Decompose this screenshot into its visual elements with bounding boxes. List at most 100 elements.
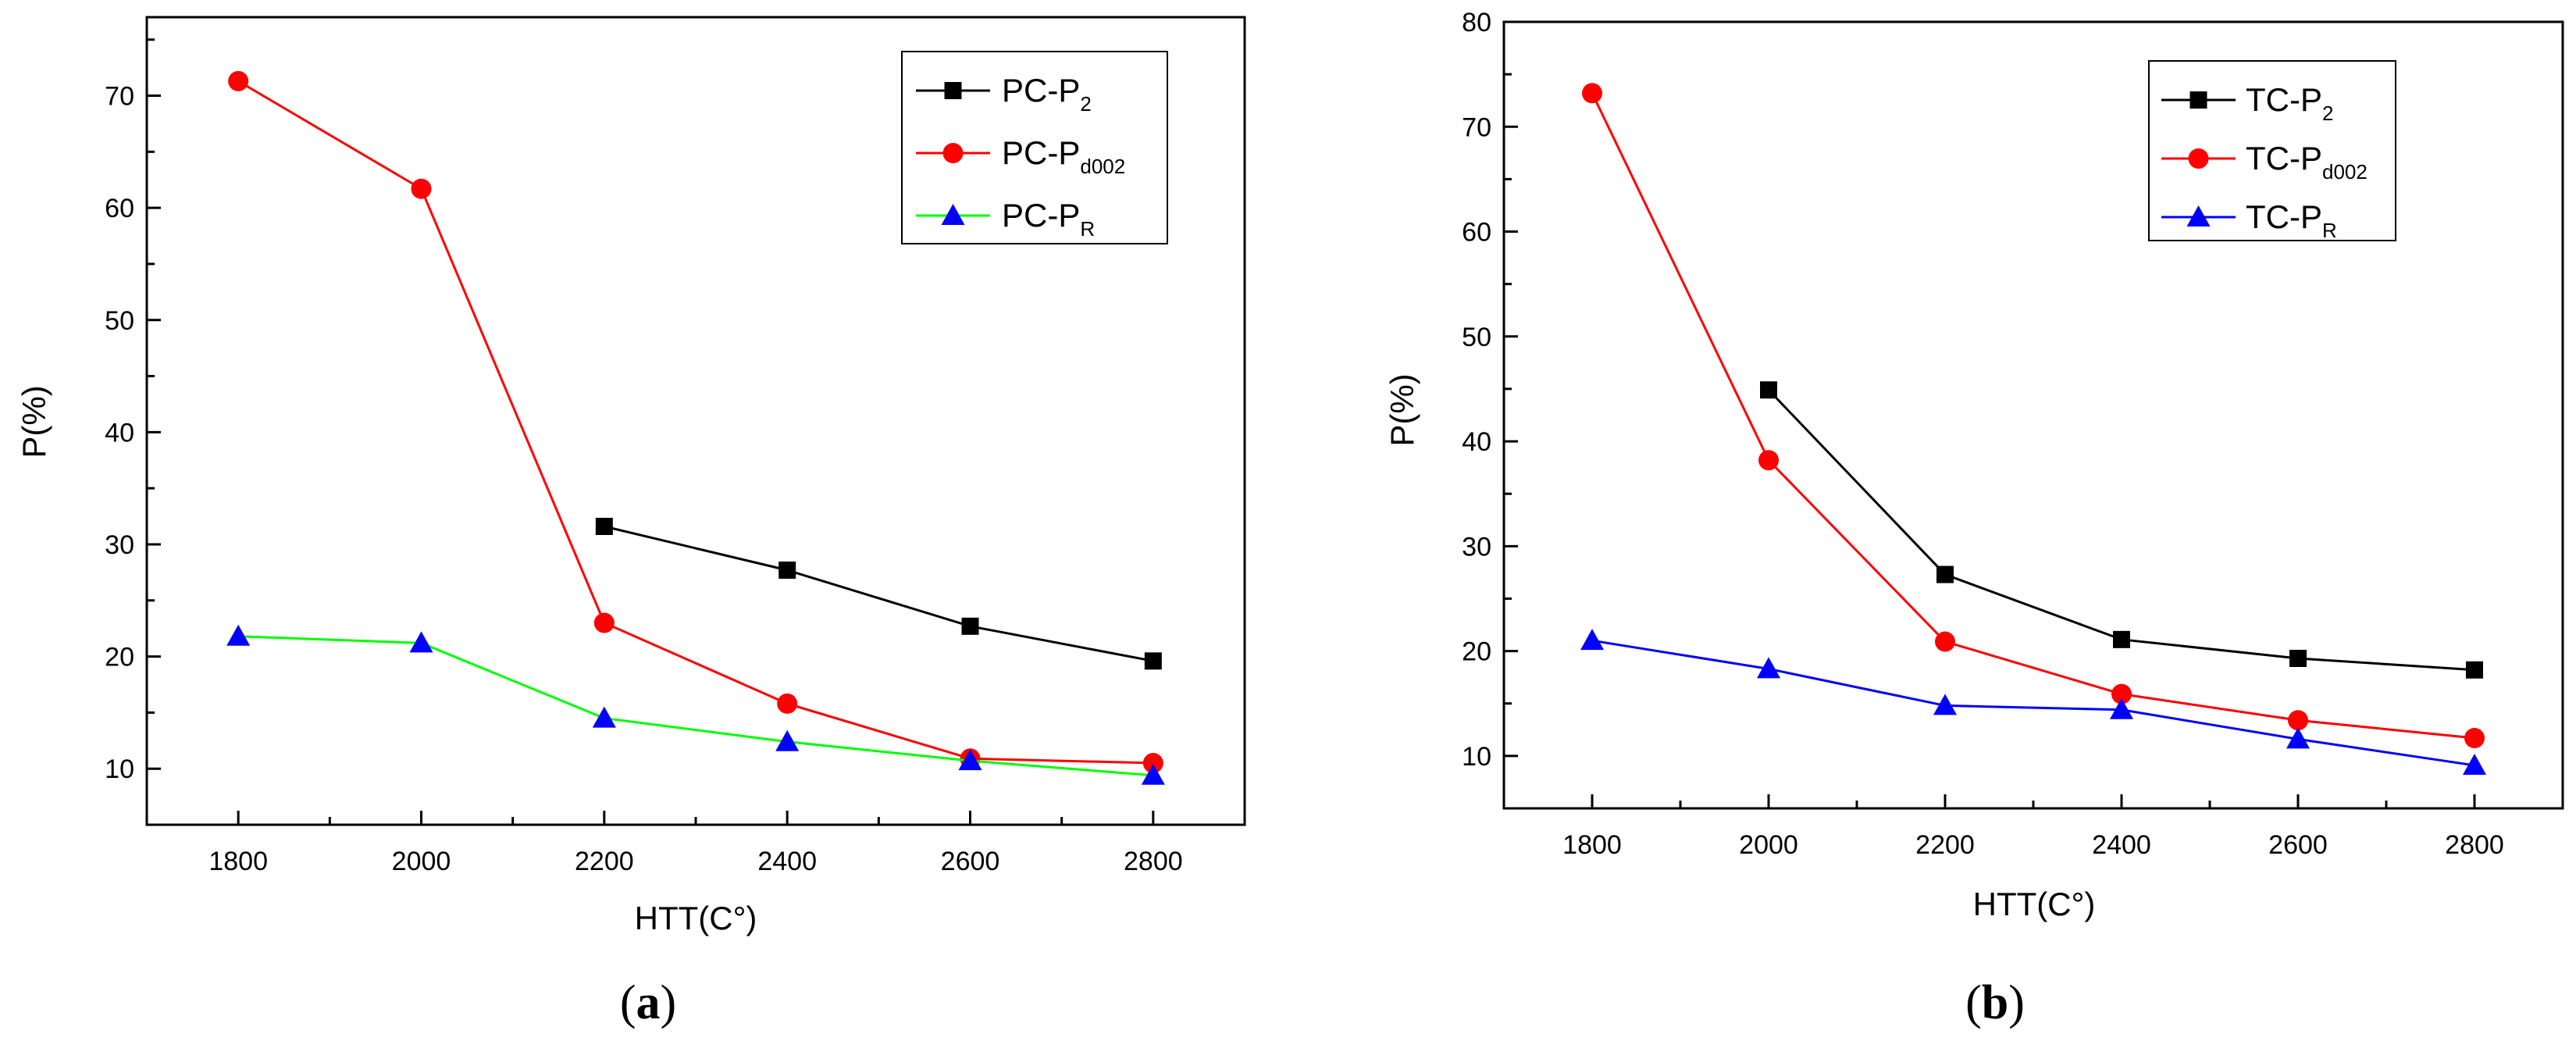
data-point	[2113, 630, 2130, 648]
legend: TC-P2 TC-Pd002 TC-PR	[2148, 60, 2396, 242]
data-point	[592, 706, 616, 728]
y-tick-label: 40	[1462, 427, 1491, 457]
series-line	[237, 80, 1153, 765]
data-point	[775, 729, 800, 751]
legend-label: PC-Pd002	[1002, 134, 1125, 178]
panel-label-letter: b	[1982, 976, 2008, 1029]
series-layer	[1580, 83, 2486, 775]
y-axis-title: P(%)	[16, 385, 52, 458]
data-point	[2466, 661, 2483, 679]
data-point	[2111, 683, 2132, 704]
y-tick-label: 10	[105, 754, 134, 784]
data-point	[1936, 565, 1954, 583]
data-point	[1582, 83, 1602, 104]
legend-entry: TC-P2	[2161, 81, 2333, 125]
legend-label: TC-PR	[2246, 198, 2337, 242]
chart-panel-b: 1800 2000 2200 2400 2600 2800 10 20 30 40 50 60 70 80…	[1384, 8, 2564, 1029]
chart-panel-a: 1800 2000 2200 2400 2600 2800 10 20 30 40 50 60 70 P…	[16, 16, 1246, 1029]
axes: 1800 2000 2200 2400 2600 2800 10 20 30 40 50 60 70 80	[1462, 8, 2564, 860]
data-point	[1933, 694, 1957, 715]
legend-marker	[2189, 91, 2207, 109]
series-TC-PR	[1580, 629, 2486, 775]
data-point	[1580, 629, 1604, 651]
data-point	[1144, 652, 1162, 670]
series-line	[604, 525, 1154, 662]
y-tick-label: 30	[105, 530, 134, 560]
data-point	[2464, 728, 2485, 749]
panel-label: (a)	[620, 976, 676, 1029]
legend-label: TC-Pd002	[2246, 140, 2368, 184]
legend-entry: TC-Pd002	[2161, 140, 2368, 184]
data-point	[1760, 381, 1777, 399]
y-axis-title: P(%)	[1384, 373, 1420, 446]
x-tick-label: 2800	[1124, 847, 1183, 876]
data-point	[1141, 763, 1165, 785]
y-tick-label: 10	[1462, 742, 1491, 772]
x-tick-label: 2400	[2092, 830, 2151, 860]
data-point	[226, 624, 251, 646]
legend-marker	[2186, 205, 2211, 226]
y-tick-label: 60	[1462, 218, 1491, 248]
legend-marker	[2188, 148, 2209, 169]
series-PC-PR	[226, 624, 1165, 785]
data-point	[2289, 649, 2307, 667]
data-point	[595, 517, 613, 535]
series-PC-P2	[595, 517, 1162, 670]
y-tick-label: 40	[105, 418, 134, 448]
x-tick-label: 1800	[1562, 830, 1622, 860]
x-axis-title: HTT(C°)	[635, 900, 757, 936]
y-tick-label: 20	[105, 643, 134, 672]
x-tick-label: 2600	[2268, 830, 2328, 860]
data-point	[1757, 657, 1780, 679]
data-point	[411, 178, 432, 199]
data-point	[409, 631, 433, 653]
legend-label: PC-PR	[1002, 197, 1095, 241]
panel-label: (b)	[1965, 976, 2025, 1029]
series-layer	[226, 70, 1165, 785]
plot-frame	[1502, 20, 2564, 810]
data-point	[1142, 753, 1163, 774]
series-line	[238, 635, 1153, 777]
legend-marker	[944, 82, 962, 99]
x-tick-label: 2000	[392, 847, 451, 876]
x-axis-title: HTT(C°)	[1973, 886, 2096, 922]
series-TC-P2	[1760, 381, 2483, 679]
data-point	[1935, 631, 1955, 652]
axes: 1800 2000 2200 2400 2600 2800 10 20 30 40 50 60 70	[105, 38, 1246, 876]
y-tick-label: 30	[1462, 532, 1491, 562]
data-point	[2286, 727, 2310, 749]
legend-label: PC-P2	[1002, 72, 1092, 116]
y-tick-label: 70	[1462, 112, 1491, 142]
series-line	[1767, 389, 2475, 672]
data-point	[228, 70, 249, 91]
legend-marker	[941, 204, 965, 225]
panel-label-letter: a	[636, 976, 661, 1029]
x-tick-label: 2200	[1915, 830, 1975, 860]
legend-entry: PC-Pd002	[916, 134, 1125, 178]
data-point	[961, 617, 979, 635]
x-tick-label: 2400	[757, 847, 817, 876]
data-point	[1758, 450, 1779, 471]
x-tick-label: 2600	[941, 847, 1000, 876]
x-tick-label: 1800	[208, 847, 268, 876]
legend-marker	[942, 143, 964, 163]
data-point	[2288, 710, 2308, 731]
x-tick-label: 2200	[575, 847, 634, 876]
y-tick-label: 50	[105, 306, 134, 336]
legend: PC-P2 PC-Pd002 PC-PR	[901, 51, 1168, 244]
data-point	[779, 562, 796, 580]
legend-label: TC-P2	[2246, 81, 2333, 125]
x-tick-label: 2000	[1739, 830, 1798, 860]
data-point	[2110, 697, 2133, 719]
data-point	[2463, 753, 2486, 775]
legend-box	[2148, 60, 2396, 241]
legend-entry: PC-P2	[916, 72, 1092, 116]
y-tick-label: 20	[1462, 637, 1491, 667]
legend-entry: TC-PR	[2161, 198, 2337, 242]
y-tick-label: 80	[1462, 8, 1491, 37]
series-line	[1591, 639, 2475, 767]
data-point	[958, 749, 982, 771]
x-tick-label: 2800	[2445, 830, 2504, 860]
legend-entry: PC-PR	[916, 197, 1095, 241]
